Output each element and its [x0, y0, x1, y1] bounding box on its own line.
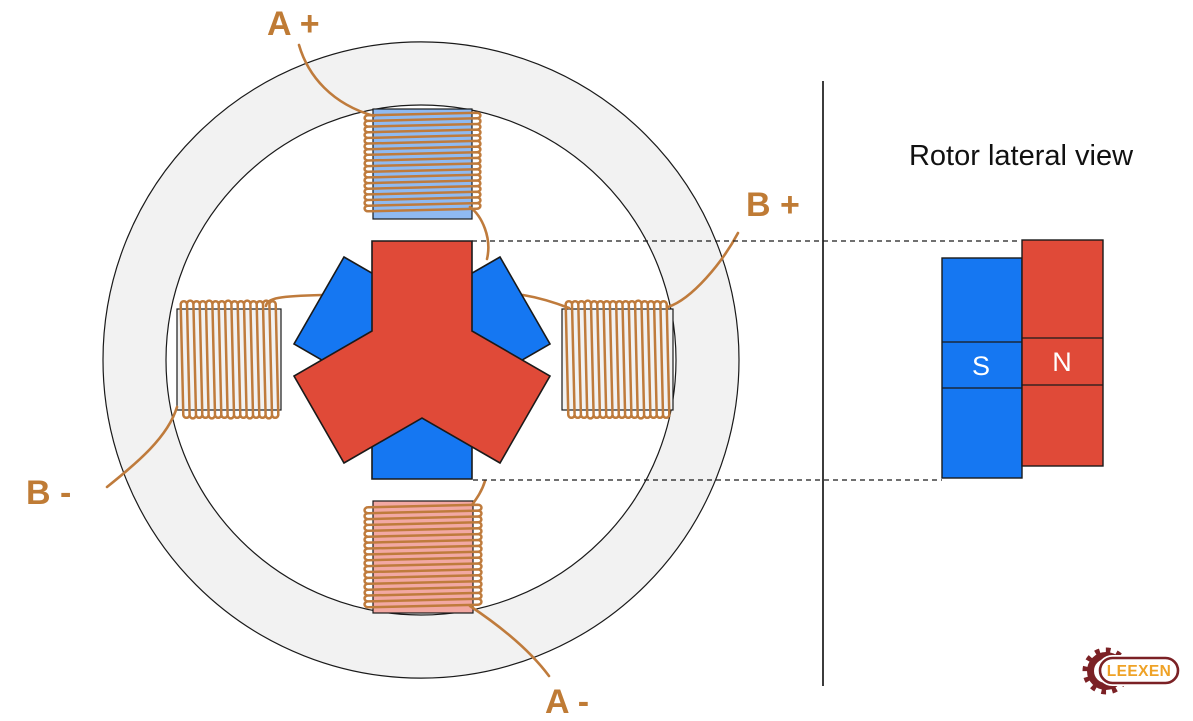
logo-pill: [1098, 656, 1180, 685]
coil-winding-left: [179, 299, 280, 420]
wire-rotor-to-coil-right: [521, 293, 571, 310]
wire-b-minus-lead: [105, 405, 179, 489]
wire-rotor-to-coil-bottom: [470, 479, 487, 507]
stator-ring: [102, 41, 740, 679]
south-pole-label: S: [972, 351, 990, 381]
lateral-magnet-north: [1021, 239, 1104, 467]
wire-a-minus-lead: [468, 604, 551, 678]
rotor-north-poles: [292, 240, 552, 465]
logo-brand-text: LEEXEN: [1107, 663, 1171, 680]
wire-coil-left-to-rotor: [264, 293, 324, 308]
wire-b-plus-lead: [666, 231, 740, 309]
label-a-plus: A +: [267, 5, 320, 43]
coil-winding-right: [564, 299, 671, 420]
wire-coil-top-to-rotor: [468, 205, 490, 261]
label-a-minus: A -: [545, 683, 589, 721]
leexen-logo: LEEXEN: [1082, 647, 1181, 695]
lateral-view-title: Rotor lateral view: [909, 140, 1134, 172]
coil-winding-bottom: [363, 503, 483, 609]
coil-winding-top: [363, 111, 482, 213]
lateral-magnet-south: [941, 257, 1023, 479]
north-pole-label: N: [1052, 347, 1072, 377]
label-b-plus: B +: [746, 186, 800, 224]
label-b-minus: B -: [26, 474, 71, 512]
wire-a-plus-lead: [297, 43, 376, 118]
